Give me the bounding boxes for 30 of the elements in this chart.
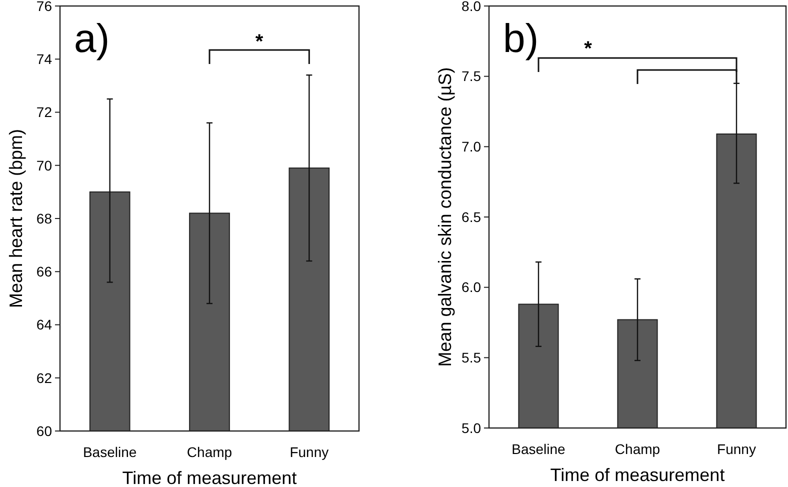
x-tick-label: Champ — [614, 441, 660, 457]
y-tick-label: 6.5 — [462, 208, 482, 225]
y-tick-label: 62 — [36, 370, 52, 386]
y-tick-label: 7.5 — [462, 68, 482, 84]
y-tick-label: 8.0 — [462, 0, 482, 14]
y-tick-label: 5.0 — [462, 420, 482, 436]
y-tick-label: 76 — [36, 0, 52, 14]
y-tick-label: 70 — [36, 157, 52, 174]
x-axis-title: Time of measurement — [550, 465, 725, 485]
y-tick-label: 68 — [36, 210, 52, 226]
chart-title: b) — [503, 17, 539, 61]
chart-title: a) — [74, 17, 110, 61]
y-tick-label: 7.0 — [462, 138, 482, 155]
x-axis-title: Time of measurement — [122, 468, 297, 487]
y-axis-title: Mean galvanic skin conductance (µS) — [435, 67, 455, 367]
x-tick-label: Baseline — [82, 444, 137, 460]
y-axis-title: Mean heart rate (bpm) — [6, 128, 26, 308]
x-tick-label: Funny — [717, 441, 756, 457]
y-tick-label: 5.5 — [462, 350, 482, 366]
y-tick-label: 74 — [36, 51, 52, 68]
y-tick-label: 72 — [36, 104, 52, 120]
y-tick-label: 60 — [36, 422, 52, 439]
annotation: * — [255, 31, 264, 53]
x-tick-label: Baseline — [512, 441, 566, 457]
annotation: * — [584, 38, 592, 60]
y-tick-label: 66 — [36, 264, 52, 280]
x-tick-label: Funny — [290, 444, 329, 460]
y-tick-label: 64 — [36, 316, 52, 333]
x-tick-label: Champ — [186, 444, 232, 460]
y-tick-label: 6.0 — [462, 279, 482, 296]
